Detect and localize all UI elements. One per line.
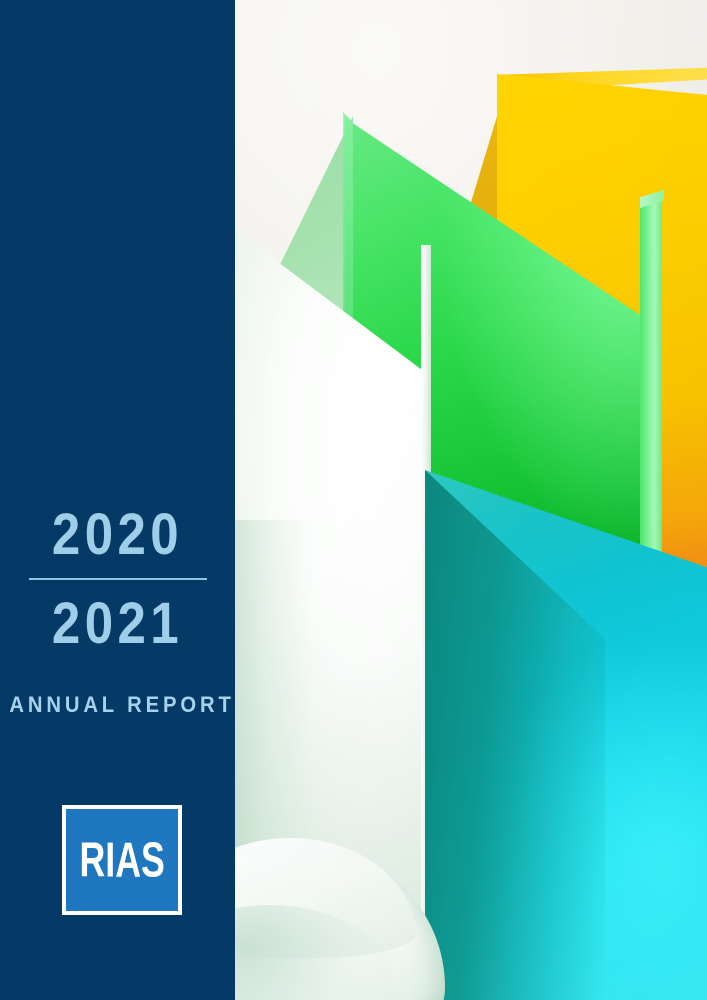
rias-logo-inner: RIAS [66,809,178,911]
cover-title-panel: 2020 2021 ANNUAL REPORT RIAS [0,0,235,1000]
report-subtitle: ANNUAL REPORT [9,692,235,717]
year-divider-rule [28,578,207,580]
cover-photograph [235,0,707,1000]
report-year-range: 2020 2021 [0,500,235,659]
rias-logo-text: RIAS [79,831,165,888]
rias-logo: RIAS [62,805,182,915]
year-start: 2020 [51,502,184,567]
year-end: 2021 [51,591,184,656]
